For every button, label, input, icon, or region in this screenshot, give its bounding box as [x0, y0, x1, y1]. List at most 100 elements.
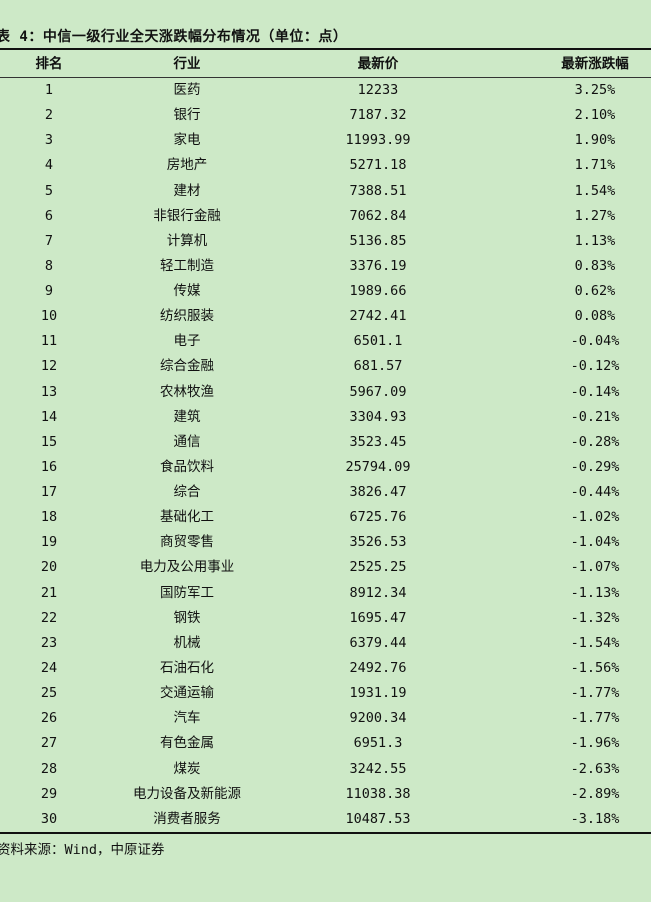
industry-cell: 家电 [173, 132, 201, 149]
change-cell: 1.27% [574, 207, 616, 224]
change-cell: -2.63% [570, 760, 620, 777]
top-rule [0, 48, 651, 50]
change-cell: -2.89% [570, 785, 620, 802]
change-cell: -0.04% [570, 333, 620, 350]
change-cell: -0.29% [570, 458, 620, 475]
table-row: 29 电力设备及新能源 11038.38 -2.89% [0, 782, 651, 807]
table-row: 7 计算机 5136.85 1.13% [0, 229, 651, 254]
change-cell: -0.12% [570, 358, 620, 375]
change-cell: -0.21% [570, 408, 620, 425]
table-row: 28 煤炭 3242.55 -2.63% [0, 757, 651, 782]
rank-cell: 8 [44, 257, 54, 274]
table-row: 23 机械 6379.44 -1.54% [0, 631, 651, 656]
price-cell: 25794.09 [345, 458, 411, 475]
table-row: 30 消费者服务 10487.53 -3.18% [0, 807, 651, 832]
rank-cell: 4 [44, 157, 54, 174]
table-row: 4 房地产 5271.18 1.71% [0, 153, 651, 178]
rank-cell: 15 [40, 433, 58, 450]
table-row: 2 银行 7187.32 2.10% [0, 103, 651, 128]
table-row: 3 家电 11993.99 1.90% [0, 128, 651, 153]
rank-cell: 27 [40, 735, 58, 752]
price-cell: 2525.25 [349, 559, 407, 576]
table-row: 5 建材 7388.51 1.54% [0, 179, 651, 204]
rank-cell: 25 [40, 685, 58, 702]
change-cell: -1.96% [570, 735, 620, 752]
industry-cell: 传媒 [173, 283, 201, 300]
price-cell: 11993.99 [345, 132, 411, 149]
table-row: 22 钢铁 1695.47 -1.32% [0, 606, 651, 631]
header-change: 最新涨跌幅 [561, 56, 629, 72]
change-cell: 0.83% [574, 257, 616, 274]
table-row: 21 国防军工 8912.34 -1.13% [0, 581, 651, 606]
price-cell: 1989.66 [349, 283, 407, 300]
header-rule [0, 77, 651, 78]
rank-cell: 19 [40, 534, 58, 551]
price-cell: 10487.53 [345, 810, 411, 827]
industry-cell: 机械 [173, 634, 201, 651]
industry-cell: 建材 [173, 182, 201, 199]
industry-cell: 综合金融 [160, 358, 214, 375]
change-cell: -1.13% [570, 584, 620, 601]
rank-cell: 24 [40, 659, 58, 676]
change-cell: -1.77% [570, 710, 620, 727]
price-cell: 6951.3 [353, 735, 403, 752]
rank-cell: 10 [40, 308, 58, 325]
industry-cell: 煤炭 [173, 760, 201, 777]
change-cell: 1.54% [574, 182, 616, 199]
industry-cell: 银行 [173, 107, 201, 124]
table-row: 26 汽车 9200.34 -1.77% [0, 706, 651, 731]
price-cell: 7187.32 [349, 107, 407, 124]
change-cell: 0.62% [574, 283, 616, 300]
table-header: 排名 行业 最新价 最新涨跌幅 [0, 52, 651, 77]
table-row: 20 电力及公用事业 2525.25 -1.07% [0, 555, 651, 580]
industry-cell: 汽车 [173, 710, 201, 727]
rank-cell: 23 [40, 634, 58, 651]
price-cell: 681.57 [353, 358, 403, 375]
price-cell: 3376.19 [349, 257, 407, 274]
change-cell: -0.44% [570, 484, 620, 501]
price-cell: 5271.18 [349, 157, 407, 174]
rank-cell: 9 [44, 283, 54, 300]
industry-cell: 计算机 [166, 232, 208, 249]
price-cell: 7388.51 [349, 182, 407, 199]
table-row: 27 有色金属 6951.3 -1.96% [0, 731, 651, 756]
change-cell: 1.13% [574, 232, 616, 249]
industry-cell: 房地产 [166, 157, 208, 174]
industry-cell: 电力及公用事业 [139, 559, 235, 576]
industry-cell: 石油石化 [160, 659, 214, 676]
change-cell: -1.56% [570, 659, 620, 676]
rank-cell: 14 [40, 408, 58, 425]
rank-cell: 2 [44, 107, 54, 124]
price-cell: 3242.55 [349, 760, 407, 777]
price-cell: 6501.1 [353, 333, 403, 350]
change-cell: 0.08% [574, 308, 616, 325]
industry-cell: 通信 [173, 433, 201, 450]
industry-cell: 交通运输 [160, 685, 214, 702]
rank-cell: 17 [40, 484, 58, 501]
industry-cell: 国防军工 [160, 584, 214, 601]
industry-cell: 有色金属 [160, 735, 214, 752]
change-cell: -1.54% [570, 634, 620, 651]
price-cell: 3523.45 [349, 433, 407, 450]
price-cell: 5967.09 [349, 383, 407, 400]
industry-cell: 轻工制造 [160, 257, 214, 274]
change-cell: 2.10% [574, 107, 616, 124]
rank-cell: 12 [40, 358, 58, 375]
change-cell: -1.32% [570, 609, 620, 626]
rank-cell: 28 [40, 760, 58, 777]
source-note: 资料来源：Wind，中原证券 [0, 842, 165, 858]
price-cell: 7062.84 [349, 207, 407, 224]
change-cell: -1.77% [570, 685, 620, 702]
price-cell: 9200.34 [349, 710, 407, 727]
rank-cell: 7 [44, 232, 54, 249]
header-rank: 排名 [35, 56, 63, 72]
table-row: 15 通信 3523.45 -0.28% [0, 430, 651, 455]
price-cell: 5136.85 [349, 232, 407, 249]
industry-cell: 电子 [173, 333, 201, 350]
industry-cell: 消费者服务 [153, 810, 221, 827]
table-row: 10 纺织服装 2742.41 0.08% [0, 304, 651, 329]
industry-cell: 医药 [173, 82, 201, 98]
price-cell: 1931.19 [349, 685, 407, 702]
rank-cell: 18 [40, 509, 58, 526]
industry-cell: 非银行金融 [153, 207, 221, 224]
